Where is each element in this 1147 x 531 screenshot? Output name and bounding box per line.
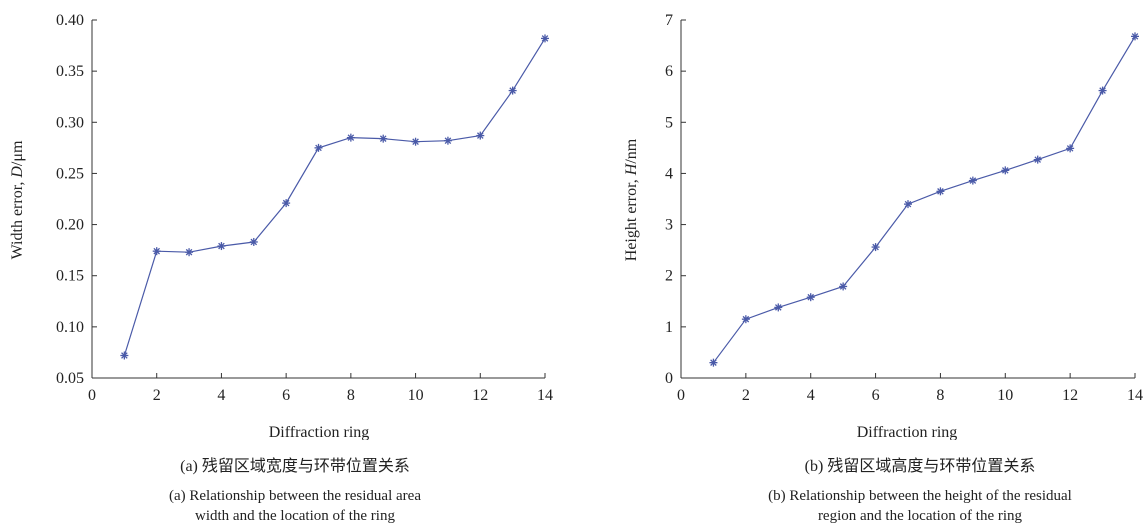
x-tick-label: 6 [872, 387, 880, 404]
y-tick-label: 4 [665, 165, 673, 182]
data-point [185, 248, 194, 257]
series-line [123, 38, 546, 356]
data-point [411, 137, 420, 146]
data-point [314, 143, 323, 152]
data-point [282, 199, 291, 208]
data-point [968, 176, 977, 185]
y-tick-label: 3 [665, 217, 673, 234]
data-point [443, 136, 452, 145]
x-tick-label: 14 [1127, 387, 1143, 404]
y-tick-label: 0.30 [56, 114, 84, 131]
data-point [1033, 155, 1042, 164]
width-error-chart: 0 2 4 6 8 10 12 14 0.05 0.10 0.15 0.20 0.25 0.30 0.35 0… [9, 12, 553, 440]
y-axis-title-unit: /μm [9, 140, 26, 166]
caption-a: (a) 残留区域宽度与环带位置关系 (a) Relationship betwe… [130, 452, 460, 526]
y-axis-title-prefix: Height error, [623, 175, 640, 261]
data-point [120, 351, 129, 360]
x-tick-label: 2 [153, 387, 161, 404]
data-point [1001, 166, 1010, 175]
x-tick-label: 4 [217, 387, 225, 404]
y-tick-label: 0.15 [56, 268, 84, 285]
y-tick-label: 6 [665, 63, 673, 80]
y-axis-title-unit: /nm [623, 138, 640, 163]
x-axis-title: Diffraction ring [269, 424, 370, 440]
y-tick-label: 0.20 [56, 217, 84, 234]
y-tick-label: 0.05 [56, 370, 84, 387]
y-tick-label: 5 [665, 114, 673, 131]
x-tick-label: 0 [88, 387, 96, 404]
x-tick-label: 14 [537, 387, 553, 404]
data-point [152, 247, 161, 256]
x-tick-label: 4 [807, 387, 815, 404]
y-tick-label: 0.40 [56, 12, 84, 29]
x-tick-label: 10 [408, 387, 424, 404]
data-point [936, 187, 945, 196]
caption-b-en: (b) Relationship between the height of t… [768, 488, 1072, 524]
y-tick-label: 2 [665, 268, 673, 285]
data-point [774, 303, 783, 312]
data-point [709, 358, 718, 367]
y-tick-label: 7 [665, 12, 673, 29]
y-axis-title-symbol: H [623, 162, 640, 176]
data-point [741, 315, 750, 324]
x-tick-label: 12 [1062, 387, 1078, 404]
data-point [379, 134, 388, 143]
x-axis-title: Diffraction ring [857, 424, 958, 440]
x-tick-label: 8 [347, 387, 355, 404]
data-point [1066, 144, 1075, 153]
data-point [476, 131, 485, 140]
caption-b: (b) 残留区域高度与环带位置关系 (b) Relationship betwe… [700, 452, 1140, 526]
y-tick-label: 0 [665, 370, 673, 387]
data-point [871, 243, 880, 252]
y-axis-title-symbol: D [9, 166, 26, 179]
width-error-plot-area: 0 2 4 6 8 10 12 14 0.05 0.10 0.15 0.20 0.25 0.30 0.35 0… [56, 12, 553, 404]
data-point [839, 282, 848, 291]
x-tick-label: 2 [742, 387, 750, 404]
y-tick-label: 0.35 [56, 63, 84, 80]
x-tick-label: 10 [997, 387, 1013, 404]
caption-b-zh: (b) 残留区域高度与环带位置关系 [804, 458, 1036, 475]
y-axis-title-prefix: Width error, [9, 178, 26, 260]
x-tick-label: 0 [677, 387, 685, 404]
data-point [249, 237, 258, 246]
y-tick-label: 0.25 [56, 165, 84, 182]
data-point [904, 200, 912, 209]
y-tick-label: 1 [665, 319, 673, 336]
data-point [806, 293, 815, 302]
x-tick-label: 6 [282, 387, 290, 404]
data-point [346, 133, 355, 142]
x-tick-label: 12 [472, 387, 488, 404]
data-point [541, 34, 549, 43]
series-line [712, 36, 1136, 364]
y-axis-title: Height error, H/nm [623, 138, 640, 261]
data-point [1098, 86, 1107, 95]
x-tick-label: 8 [936, 387, 944, 404]
data-point [1131, 32, 1139, 41]
data-point [508, 86, 517, 95]
caption-a-zh: (a) 残留区域宽度与环带位置关系 [180, 458, 410, 475]
data-point [217, 242, 226, 251]
y-axis-title: Width error, D/μm [9, 140, 26, 259]
caption-a-en: (a) Relationship between the residual ar… [169, 488, 421, 524]
y-tick-label: 0.10 [56, 319, 84, 336]
